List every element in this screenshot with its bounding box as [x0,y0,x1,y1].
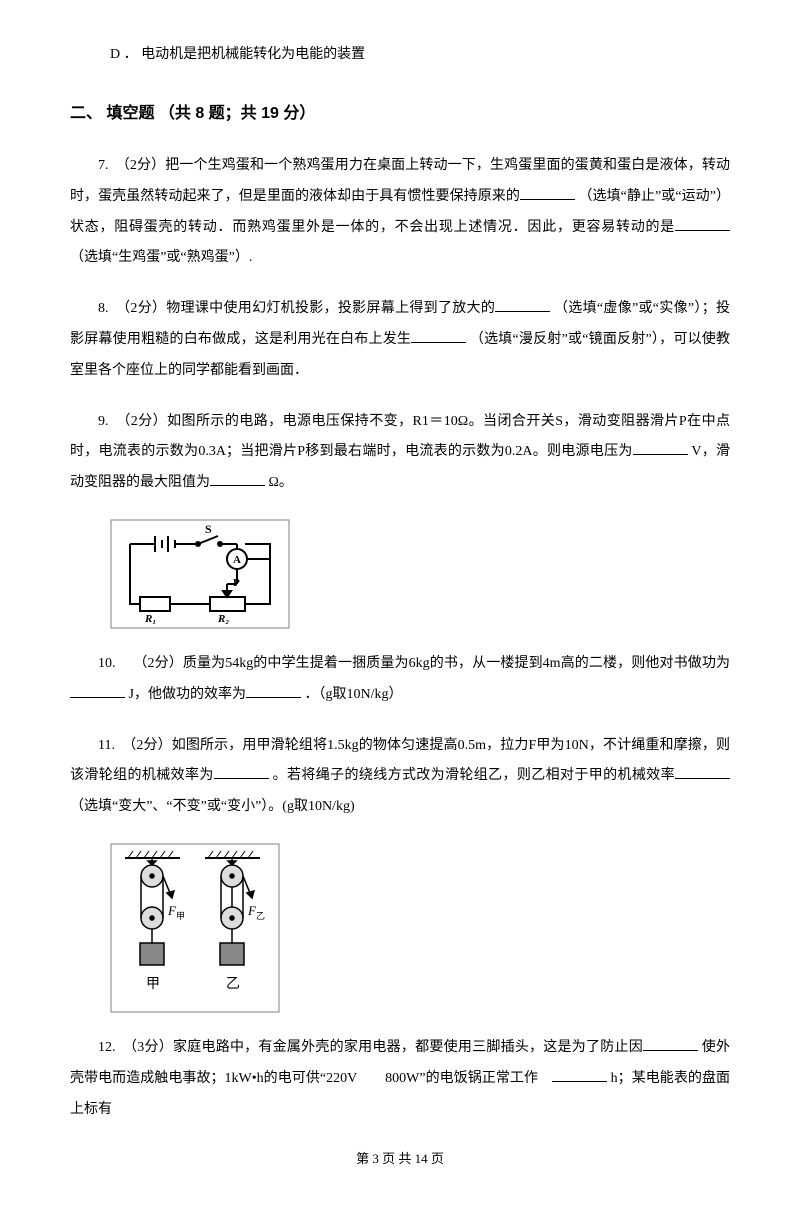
label-a: A [233,554,241,566]
option-d: D ． 电动机是把机械能转化为电能的装置 [70,40,730,71]
page-content: D ． 电动机是把机械能转化为电能的装置 二、 填空题 （共 8 题；共 19 … [0,0,800,1214]
q9-text-3: Ω。 [269,475,293,490]
q10-text-2: J，他做功的效率为 [129,687,246,702]
section-2-heading: 二、 填空题 （共 8 题；共 19 分） [70,96,730,131]
label-s: S [205,522,212,536]
q7-blank-2 [675,216,730,231]
question-8: 8. （2分）物理课中使用幻灯机投影，投影屏幕上得到了放大的 （选填“虚像”或“… [70,294,730,386]
q8-blank-1 [495,297,550,312]
q11-blank-2 [675,764,730,779]
label-cap1: 甲 [146,977,160,992]
q7-blank-1 [520,185,575,200]
label-r1: R₁ [144,613,156,625]
q9-blank-2 [210,471,265,486]
q11-text-2: 。若将绳子的绕线方式改为滑轮组乙，则乙相对于甲的机械效率 [273,768,675,783]
q12-text-1: 12. （3分）家庭电路中，有金属外壳的家用电器，都要使用三脚插头，这是为了防止… [98,1040,643,1055]
q9-blank-1 [633,440,688,455]
q8-text-1: 8. （2分）物理课中使用幻灯机投影，投影屏幕上得到了放大的 [98,301,495,316]
question-10: 10. （2分）质量为54kg的中学生提着一捆质量为6kg的书，从一楼提到4m高… [70,649,730,711]
q7-text-3: （选填“生鸡蛋”或“熟鸡蛋”）. [70,250,252,265]
q8-blank-2 [411,328,466,343]
q10-blank-1 [70,683,125,698]
question-9: 9. （2分）如图所示的电路，电源电压保持不变，R1＝10Ω。当闭合开关S，滑动… [70,407,730,499]
label-cap2: 乙 [226,976,240,992]
page-footer: 第 3 页 共 14 页 [70,1145,730,1174]
question-11: 11. （2分）如图所示，用甲滑轮组将1.5kg的物体匀速提高0.5m，拉力F甲… [70,731,730,823]
question-12: 12. （3分）家庭电路中，有金属外壳的家用电器，都要使用三脚插头，这是为了防止… [70,1033,730,1125]
pulley-figure: F 甲 甲 F 乙 乙 [110,843,730,1013]
q10-blank-2 [246,683,301,698]
label-f2sub: 乙 [256,911,265,921]
q10-text-1: 10. （2分）质量为54kg的中学生提着一捆质量为6kg的书，从一楼提到4m高… [98,656,730,671]
circuit-figure: S A P R₁ R₂ [110,519,730,629]
question-7: 7. （2分）把一个生鸡蛋和一个熟鸡蛋用力在桌面上转动一下，生鸡蛋里面的蛋黄和蛋… [70,151,730,274]
q10-text-3: ．（g取10N/kg） [304,687,402,702]
label-p: P [233,577,240,589]
circuit-diagram-icon: S A P R₁ R₂ [110,519,290,629]
label-f1sub: 甲 [176,911,185,921]
label-r2: R₂ [217,613,229,625]
q9-text-1: 9. （2分）如图所示的电路，电源电压保持不变，R1＝10Ω。当闭合开关S，滑动… [70,414,730,460]
q11-blank-1 [214,764,269,779]
q12-blank-1 [643,1036,698,1051]
q11-text-3: （选填“变大”、“不变”或“变小”）。(g取10N/kg) [70,799,355,814]
q12-blank-2 [552,1067,607,1082]
pulley-diagram-icon: F 甲 甲 F 乙 乙 [110,843,280,1013]
